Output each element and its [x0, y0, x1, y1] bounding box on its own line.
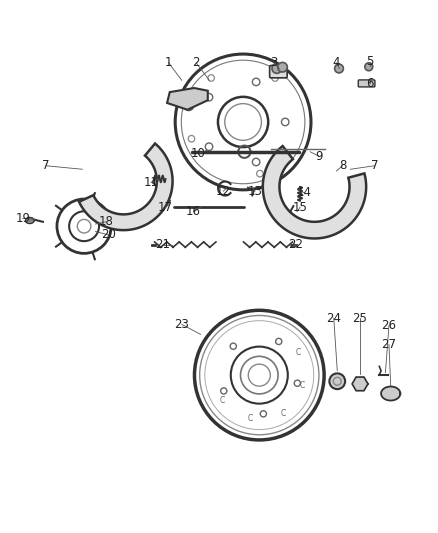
Text: 14: 14 [297, 187, 312, 199]
Text: 25: 25 [353, 312, 367, 325]
Text: 4: 4 [332, 56, 340, 69]
Polygon shape [79, 143, 173, 230]
Text: 22: 22 [288, 238, 303, 251]
Text: 16: 16 [186, 205, 201, 218]
FancyBboxPatch shape [270, 66, 287, 78]
Text: 21: 21 [155, 238, 170, 251]
Text: C: C [280, 409, 286, 417]
Text: 6: 6 [366, 77, 374, 90]
Text: 26: 26 [381, 319, 396, 332]
Text: 23: 23 [174, 318, 189, 331]
Polygon shape [381, 386, 400, 400]
Text: 11: 11 [144, 176, 159, 189]
Text: 9: 9 [315, 150, 323, 163]
Polygon shape [352, 377, 368, 391]
Polygon shape [25, 217, 34, 223]
Text: 20: 20 [101, 229, 116, 241]
Text: 15: 15 [293, 201, 307, 214]
Text: 7: 7 [371, 159, 378, 172]
Text: 19: 19 [15, 212, 30, 225]
Polygon shape [167, 88, 208, 110]
Circle shape [335, 64, 343, 73]
Circle shape [278, 62, 287, 72]
Text: 10: 10 [191, 147, 205, 160]
Text: 2: 2 [192, 56, 200, 69]
Text: 27: 27 [381, 338, 396, 351]
Text: C: C [295, 348, 300, 357]
Text: C: C [300, 382, 305, 391]
Text: 3: 3 [270, 56, 277, 69]
Circle shape [365, 63, 373, 71]
Text: 7: 7 [42, 159, 50, 172]
Text: 5: 5 [367, 55, 374, 68]
Text: C: C [220, 396, 225, 405]
Text: 17: 17 [158, 201, 173, 214]
Text: C: C [247, 414, 253, 423]
Text: 1: 1 [165, 56, 173, 69]
Text: 18: 18 [99, 215, 113, 228]
Circle shape [272, 64, 282, 74]
FancyBboxPatch shape [358, 80, 375, 87]
Text: 13: 13 [247, 184, 262, 198]
Text: 12: 12 [216, 184, 231, 198]
Polygon shape [263, 146, 366, 238]
Text: 24: 24 [326, 312, 341, 325]
Circle shape [329, 374, 345, 389]
Text: 8: 8 [339, 159, 346, 172]
